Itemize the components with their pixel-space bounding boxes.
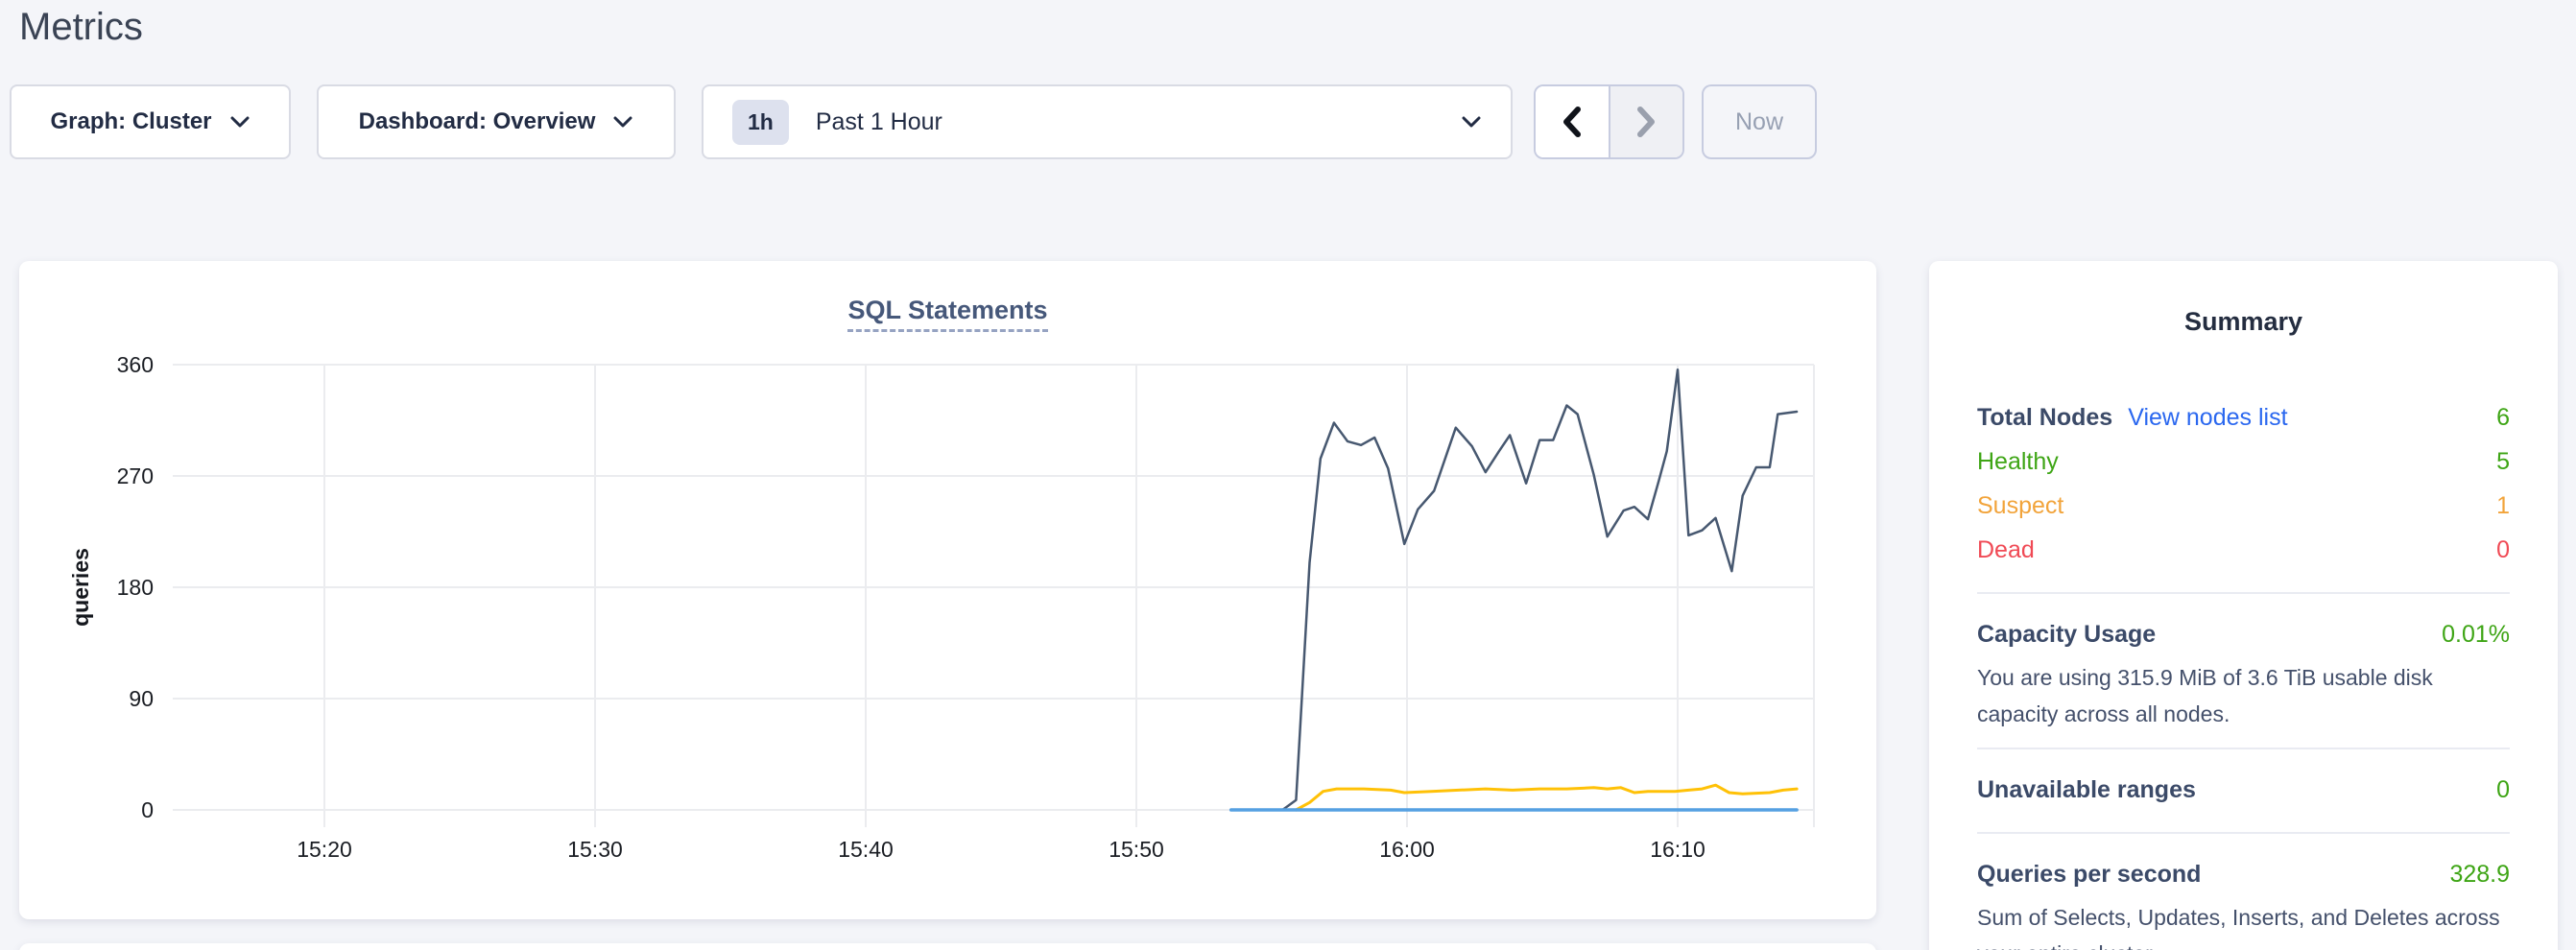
- svg-text:16:00: 16:00: [1379, 837, 1435, 862]
- svg-text:15:30: 15:30: [567, 837, 623, 862]
- summary-title: Summary: [2183, 307, 2303, 336]
- time-forward-button[interactable]: [1610, 86, 1682, 157]
- graph-dropdown-label: Graph: Cluster: [50, 108, 212, 134]
- time-window-badge: 1h: [732, 99, 789, 145]
- chevron-down-icon: [1462, 116, 1481, 128]
- svg-text:90: 90: [129, 686, 154, 711]
- suspect-value: 1: [2496, 492, 2510, 519]
- chevron-down-icon: [613, 116, 632, 128]
- queries-per-second-row: Queries per second 328.9: [1977, 861, 2510, 888]
- svg-text:180: 180: [117, 575, 154, 600]
- time-window-label: Past 1 Hour: [815, 107, 942, 135]
- svg-text:15:50: 15:50: [1109, 837, 1164, 862]
- now-button[interactable]: Now: [1702, 84, 1817, 159]
- graph-dropdown[interactable]: Graph: Cluster: [10, 84, 291, 159]
- svg-text:360: 360: [117, 352, 154, 377]
- chevron-right-icon: [1637, 107, 1656, 137]
- capacity-usage-description: You are using 315.9 MiB of 3.6 TiB usabl…: [1977, 665, 2433, 726]
- total-nodes-value: 6: [2496, 404, 2510, 431]
- page-title: Metrics: [19, 6, 143, 48]
- healthy-label: Healthy: [1977, 448, 2059, 475]
- suspect-nodes-row: Suspect 1: [1977, 492, 2510, 519]
- chevron-left-icon: [1562, 107, 1581, 137]
- unavailable-ranges-label: Unavailable ranges: [1977, 776, 2196, 803]
- svg-text:16:10: 16:10: [1650, 837, 1705, 862]
- summary-divider: [1977, 832, 2510, 834]
- unavailable-ranges-value: 0: [2496, 776, 2510, 803]
- summary-divider: [1977, 748, 2510, 749]
- dead-nodes-row: Dead 0: [1977, 536, 2510, 563]
- summary-divider: [1977, 592, 2510, 594]
- view-nodes-list-link[interactable]: View nodes list: [2128, 404, 2288, 431]
- time-window-selector[interactable]: 1h Past 1 Hour: [702, 84, 1513, 159]
- suspect-label: Suspect: [1977, 492, 2064, 519]
- summary-panel: Summary Total Nodes View nodes list 6 He…: [1929, 261, 2558, 950]
- dead-label: Dead: [1977, 536, 2035, 563]
- healthy-value: 5: [2496, 448, 2510, 475]
- svg-text:0: 0: [141, 797, 154, 822]
- dashboard-dropdown[interactable]: Dashboard: Overview: [317, 84, 676, 159]
- queries-per-second-label: Queries per second: [1977, 861, 2202, 888]
- total-nodes-label: Total Nodes: [1977, 404, 2113, 431]
- sql-statements-chart: 15:20 15:30 15:40 15:50 16:00 16:10 0 90 180 270 3…: [68, 352, 1815, 862]
- svg-text:queries: queries: [68, 548, 93, 627]
- queries-per-second-value: 328.9: [2449, 861, 2510, 888]
- dead-value: 0: [2496, 536, 2510, 563]
- time-nav-buttons: [1534, 84, 1684, 159]
- svg-text:270: 270: [117, 463, 154, 488]
- chevron-down-icon: [230, 116, 250, 128]
- chart-title[interactable]: SQL Statements: [847, 296, 1048, 332]
- dashboard-dropdown-label: Dashboard: Overview: [358, 108, 596, 134]
- next-chart-card-peek: [19, 943, 1876, 950]
- capacity-usage-value: 0.01%: [2442, 621, 2510, 648]
- total-nodes-row: Total Nodes View nodes list 6: [1977, 404, 2510, 431]
- svg-text:15:20: 15:20: [297, 837, 352, 862]
- capacity-usage-label: Capacity Usage: [1977, 621, 2157, 648]
- sql-statements-card: 15:20 15:30 15:40 15:50 16:00 16:10 0 90 180 270 3…: [19, 261, 1876, 919]
- chart-title-wrap: SQL Statements: [19, 296, 1876, 332]
- svg-text:15:40: 15:40: [838, 837, 894, 862]
- unavailable-ranges-row: Unavailable ranges 0: [1977, 776, 2510, 803]
- capacity-usage-row: Capacity Usage 0.01%: [1977, 621, 2510, 648]
- healthy-nodes-row: Healthy 5: [1977, 448, 2510, 475]
- time-back-button[interactable]: [1536, 86, 1610, 157]
- queries-per-second-description: Sum of Selects, Updates, Inserts, and De…: [1977, 905, 2500, 950]
